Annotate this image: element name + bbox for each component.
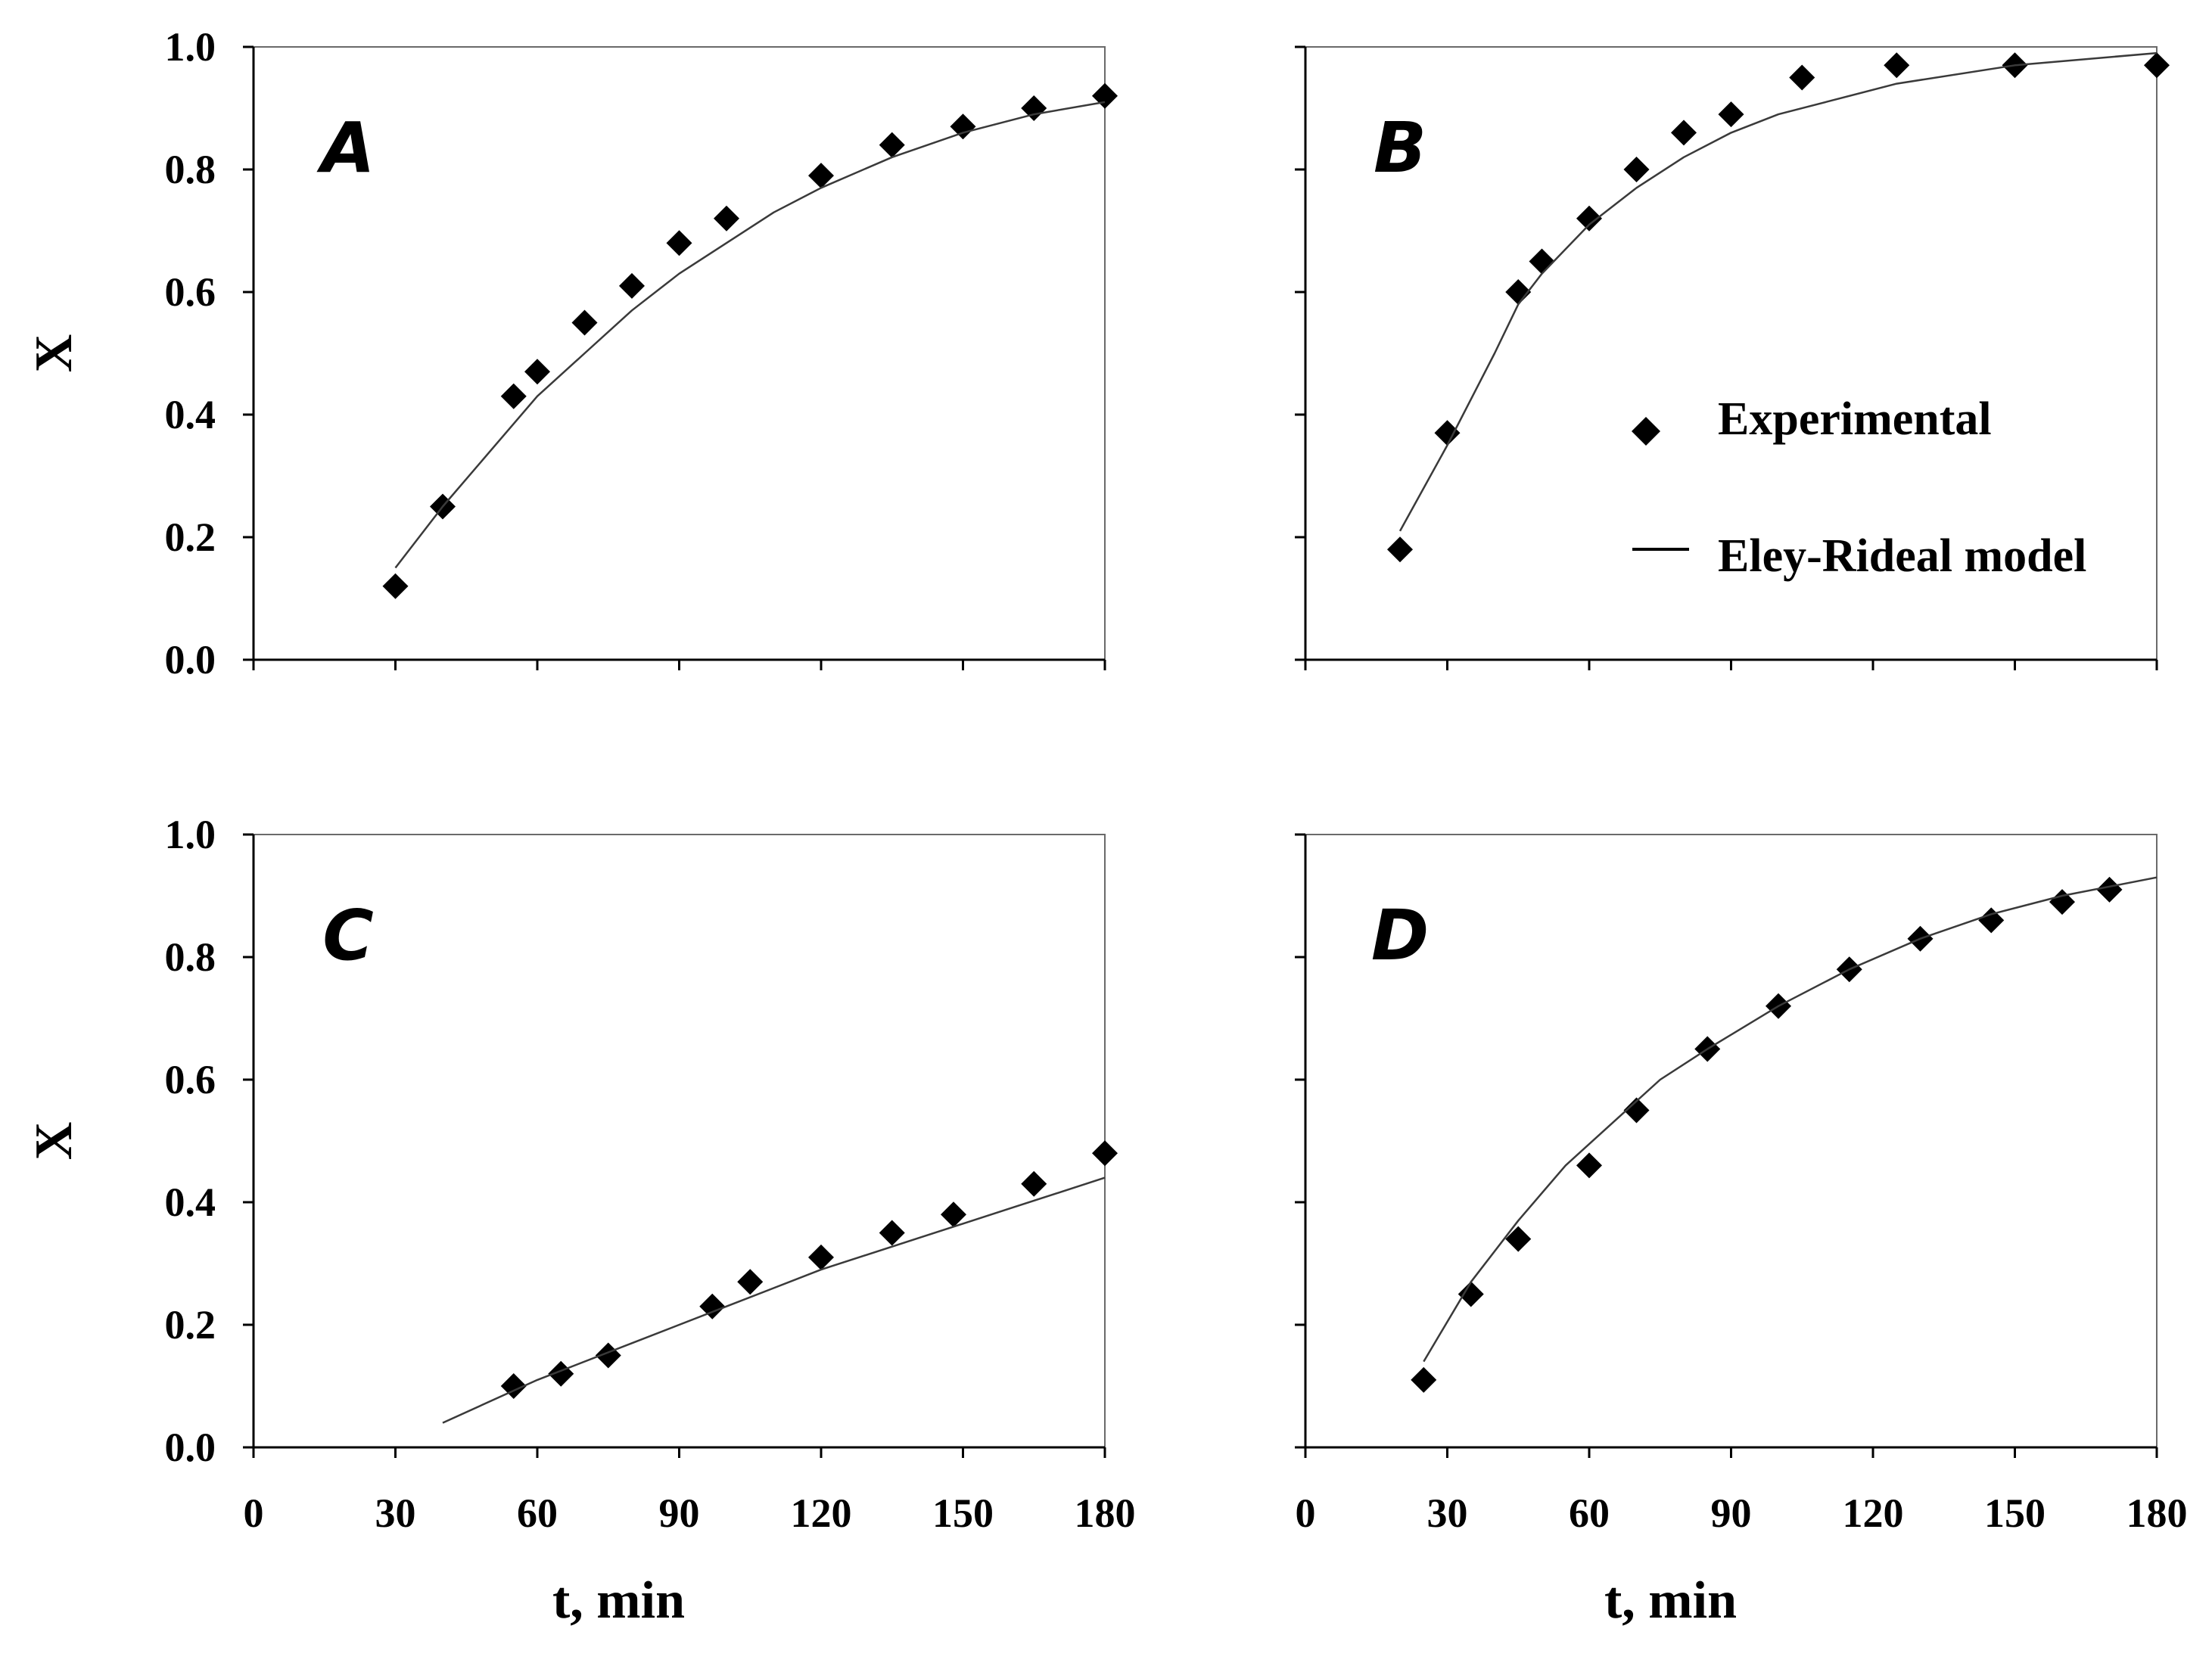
data-point: [382, 573, 409, 599]
legend-marker-experimental: [1632, 417, 1660, 446]
legend-label-model: Eley-Rideal model: [1718, 530, 2086, 582]
y-tick-label: 0.6: [165, 269, 216, 315]
data-point: [524, 359, 550, 385]
data-point: [1623, 1097, 1650, 1124]
data-point: [1576, 1152, 1602, 1179]
data-point: [1021, 95, 1047, 121]
x-tick-label: 150: [932, 1490, 994, 1536]
data-point: [1671, 120, 1697, 146]
panel-a: 0.0 0.2 0.4 0.6 0.8 1.0 X A: [25, 24, 1118, 682]
data-point: [1576, 205, 1602, 232]
data-point: [1434, 420, 1461, 446]
x-tick-label: 0: [1296, 1490, 1316, 1536]
x-axis-label: t, min: [552, 1571, 685, 1630]
y-tick-label: 0.0: [165, 637, 216, 682]
panel-c: 0.0 0.2 0.4 0.6 0.8 1.0 0 30 60 90 120 150 180 Xt, mi…: [25, 812, 1135, 1630]
x-tick-label: 60: [1569, 1490, 1610, 1536]
data-point: [699, 1293, 726, 1319]
x-tick-label: 120: [791, 1490, 852, 1536]
data-point: [619, 272, 645, 299]
data-point: [2049, 889, 2075, 915]
data-point: [1505, 1226, 1532, 1252]
panel-d: 0 30 60 90 120 150 180 t, min D: [1295, 833, 2188, 1630]
y-axis-label: X: [25, 334, 83, 373]
data-point: [571, 309, 598, 336]
y-tick-label: 1.0: [165, 812, 216, 857]
x-axis-label: t, min: [1604, 1571, 1737, 1630]
panel-label: B: [1374, 107, 1426, 188]
y-tick-label: 0.2: [165, 1302, 216, 1347]
data-point: [1411, 1366, 1437, 1393]
data-point: [1387, 536, 1413, 563]
y-tick-label: 0.4: [165, 392, 216, 437]
data-point: [1884, 52, 1910, 79]
x-tick-label: 90: [659, 1490, 700, 1536]
model-line: [394, 101, 1106, 569]
x-tick-label: 90: [1711, 1490, 1752, 1536]
data-point: [1092, 1140, 1118, 1167]
data-point: [941, 1201, 966, 1228]
x-tick-label: 30: [375, 1490, 416, 1536]
data-point: [1092, 82, 1118, 109]
data-point: [950, 113, 976, 140]
data-point: [500, 383, 527, 409]
data-point: [1505, 279, 1532, 305]
data-point: [1718, 101, 1744, 128]
data-point: [879, 1220, 905, 1246]
plot-frame: [253, 834, 1106, 1448]
x-tick-label: 180: [1075, 1490, 1136, 1536]
data-point: [1789, 64, 1815, 91]
y-tick-label: 0.8: [165, 934, 216, 980]
data-point: [1458, 1281, 1484, 1307]
model-line: [1398, 51, 2158, 532]
data-point: [2144, 52, 2170, 79]
x-tick-label: 30: [1427, 1490, 1468, 1536]
data-point: [1978, 907, 2005, 934]
y-tick-label: 0.0: [165, 1425, 216, 1470]
data-point: [737, 1269, 764, 1295]
panel-label: D: [1371, 895, 1429, 976]
data-point: [1529, 248, 1555, 275]
data-point: [879, 132, 905, 158]
model-line: [1423, 876, 2158, 1363]
data-point: [808, 1244, 834, 1270]
data-point: [808, 163, 834, 189]
x-tick-label: 60: [517, 1490, 558, 1536]
y-tick-label: 0.8: [165, 147, 216, 192]
data-point: [1021, 1170, 1047, 1197]
panel-b: B Experimental Eley-Rideal model: [1295, 45, 2170, 670]
y-tick-label: 0.2: [165, 514, 216, 560]
x-tick-label: 150: [1984, 1490, 2046, 1536]
panel-label: A: [316, 107, 375, 188]
model-line: [442, 1176, 1106, 1424]
data-point: [1623, 157, 1650, 182]
plot-frame: [1305, 834, 2158, 1448]
legend: Experimental Eley-Rideal model: [1632, 393, 2086, 582]
plot-frame: [253, 46, 1106, 660]
data-point: [714, 205, 739, 232]
y-tick-label: 0.6: [165, 1057, 216, 1102]
y-tick-label: 1.0: [165, 24, 216, 70]
panel-label: C: [322, 895, 374, 976]
y-tick-label: 0.4: [165, 1180, 216, 1225]
x-tick-label: 180: [2126, 1490, 2188, 1536]
data-point: [2096, 876, 2123, 903]
legend-label-experimental: Experimental: [1718, 393, 1992, 445]
data-point: [500, 1373, 527, 1399]
y-axis-label: X: [25, 1122, 83, 1161]
data-point: [666, 230, 692, 256]
x-tick-label: 120: [1843, 1490, 1904, 1536]
x-tick-label: 0: [244, 1490, 264, 1536]
